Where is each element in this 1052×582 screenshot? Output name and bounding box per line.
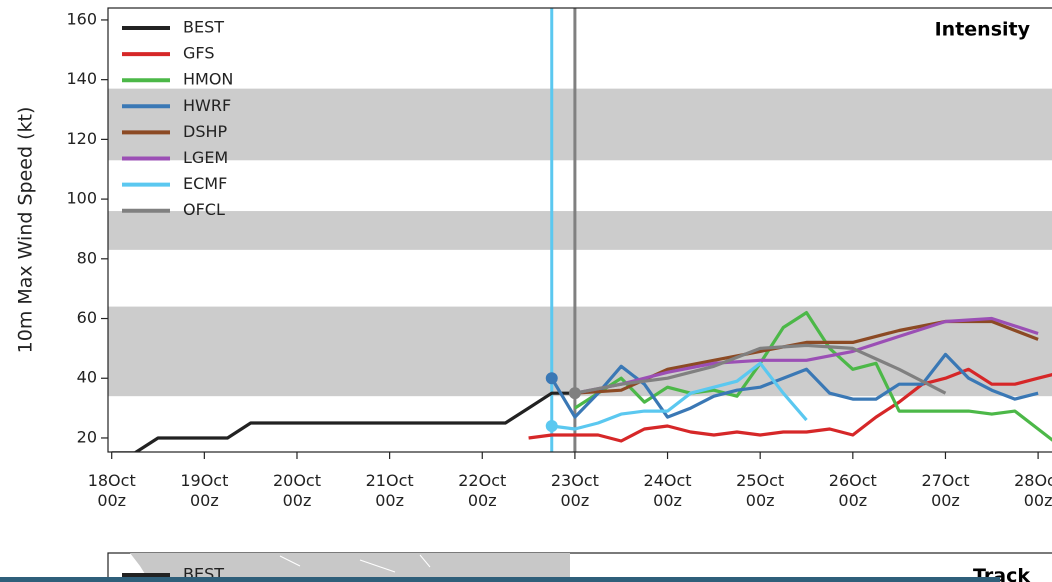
intensity-band xyxy=(108,88,1052,161)
x-tick-label: 25Oct 00z xyxy=(736,471,785,510)
x-tick-label: 22Oct 00z xyxy=(458,471,507,510)
series-line xyxy=(111,391,575,452)
legend: BEST GFS HMON HWRF DSHP LGEM ECMF OFCL xyxy=(122,18,233,219)
legend-label: BEST xyxy=(183,18,224,37)
intensity-band xyxy=(108,306,1052,397)
x-tick-label: 24Oct 00z xyxy=(643,471,692,510)
y-tick-label: 80 xyxy=(77,248,97,267)
x-tick-label: 18Oct 00z xyxy=(87,471,136,510)
series-line xyxy=(550,352,1039,419)
series-layer xyxy=(111,8,1052,452)
y-tick-label: 40 xyxy=(77,368,97,387)
y-tick-label: 140 xyxy=(66,69,97,88)
series-line xyxy=(574,316,1039,395)
y-tick-label: 100 xyxy=(66,189,97,208)
legend-label: OFCL xyxy=(183,200,225,219)
legend-label: ECMF xyxy=(183,174,227,193)
chart-title: Intensity xyxy=(935,19,1031,41)
x-tick-label: 28Oct 00z xyxy=(1014,471,1052,510)
axes: 20 40 60 80 100 120 140 160 xyxy=(66,9,1039,459)
series-line xyxy=(574,311,1052,442)
legend-label: LGEM xyxy=(183,148,228,167)
x-tick-label: 23Oct 00z xyxy=(550,471,599,510)
y-tick-label: 120 xyxy=(66,129,97,148)
start-marker xyxy=(545,372,558,385)
bands xyxy=(108,88,1052,397)
x-tick-label: 21Oct 00z xyxy=(365,471,414,510)
y-tick-label: 160 xyxy=(66,9,97,28)
legend-label: HWRF xyxy=(183,96,231,115)
x-tick-label: 19Oct 00z xyxy=(180,471,229,510)
bottom-strip xyxy=(0,577,1000,582)
map-land xyxy=(130,553,570,582)
legend-label: HMON xyxy=(183,70,233,89)
x-tick-label: 27Oct 00z xyxy=(921,471,970,510)
x-tick-label: 26Oct 00z xyxy=(828,471,877,510)
y-tick-label: 20 xyxy=(77,427,97,446)
y-axis-label: 10m Max Wind Speed (kt) xyxy=(15,107,37,354)
intensity-band xyxy=(108,211,1052,250)
y-tick-label: 60 xyxy=(77,308,97,327)
plot-frame xyxy=(107,7,1052,453)
map-borders xyxy=(279,554,431,573)
series-line xyxy=(574,343,947,395)
legend-label: GFS xyxy=(183,44,214,63)
start-marker xyxy=(545,420,558,433)
start-marker xyxy=(568,387,581,400)
series-line xyxy=(528,367,1052,443)
legend-label: DSHP xyxy=(183,122,228,141)
x-tick-label: 20Oct 00z xyxy=(272,471,321,510)
series-line xyxy=(551,361,808,431)
